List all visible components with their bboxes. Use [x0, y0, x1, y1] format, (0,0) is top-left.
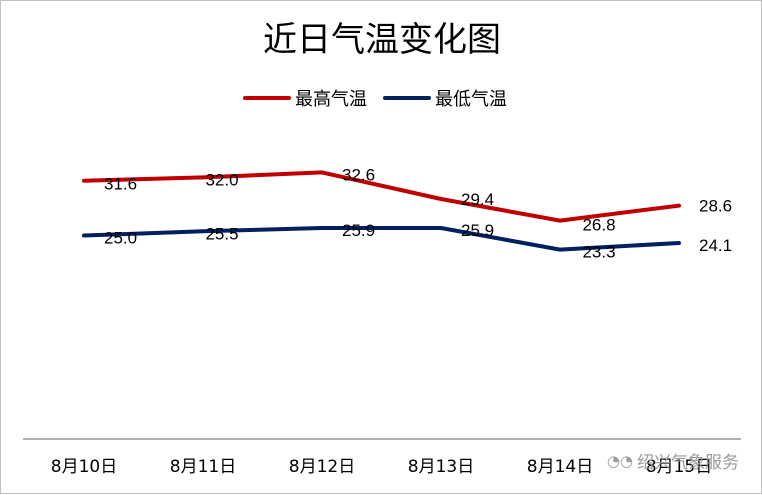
x-tick-label: 8月11日 — [170, 457, 236, 477]
plot-area: 8月10日 8月11日 8月12日 8月13日 8月14日 8月15日 31.6 32.0 32… — [51, 165, 732, 477]
legend-label-low: 最低气温 — [435, 89, 507, 110]
legend: 最高气温 最低气温 — [243, 89, 507, 110]
wechat-icon: ◔◔ — [606, 451, 633, 470]
data-label-low: 24.1 — [699, 236, 732, 255]
data-label-high: 28.6 — [699, 197, 732, 216]
data-label-high: 31.6 — [104, 175, 137, 194]
chart-title: 近日气温变化图 — [263, 20, 501, 60]
series-line-low — [82, 226, 681, 252]
data-label-low: 25.9 — [342, 221, 375, 240]
x-tick-label: 8月12日 — [289, 457, 355, 477]
legend-label-high: 最高气温 — [295, 89, 367, 110]
data-label-high: 29.4 — [461, 190, 494, 209]
data-label-low: 23.3 — [582, 243, 615, 262]
watermark-text: 绍兴气象服务 — [637, 453, 739, 473]
data-label-low: 25.5 — [205, 224, 238, 243]
data-label-high: 32.0 — [205, 170, 238, 189]
data-label-low: 25.0 — [104, 229, 137, 248]
x-tick-label: 8月13日 — [408, 457, 474, 477]
x-tick-label: 8月15日 — [646, 457, 712, 477]
series-line-high — [82, 170, 681, 223]
x-tick-label: 8月10日 — [51, 457, 117, 477]
data-label-high: 32.6 — [342, 165, 375, 184]
data-label-low: 25.9 — [461, 221, 494, 240]
data-label-high: 26.8 — [582, 216, 615, 235]
watermark: ◔◔ 绍兴气象服务 — [606, 448, 739, 474]
x-tick-label: 8月14日 — [527, 457, 593, 477]
